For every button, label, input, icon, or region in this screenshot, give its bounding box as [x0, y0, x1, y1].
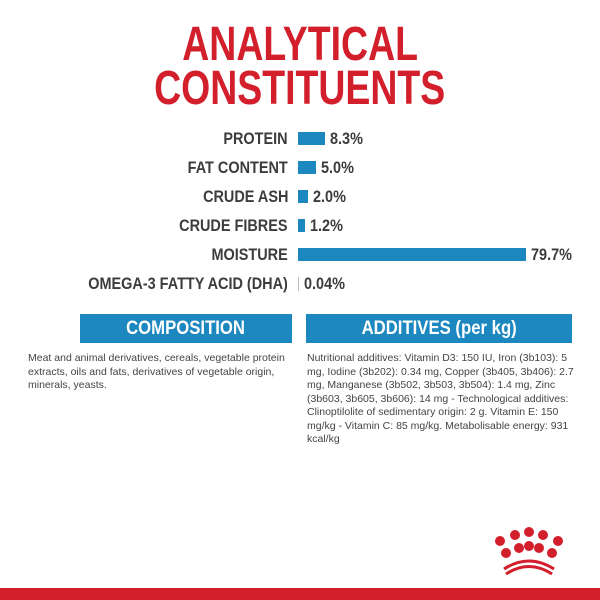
chart-row: OMEGA-3 FATTY ACID (DHA) 0.04% — [0, 272, 600, 296]
category-label: CRUDE FIBRES — [179, 216, 288, 235]
crown-icon — [495, 527, 563, 576]
chart-row: FAT CONTENT 5.0% — [0, 156, 600, 180]
title-line-2: CONSTITUENTS — [154, 62, 446, 115]
chart-row: PROTEIN 8.3% — [0, 127, 600, 151]
additives-text: Nutritional additives: Vitamin D3: 150 I… — [307, 352, 574, 445]
value-label: 79.7% — [531, 245, 572, 264]
bar — [298, 248, 526, 261]
chart-row: CRUDE FIBRES 1.2% — [0, 214, 600, 238]
additives-header: ADDITIVES (per kg) — [306, 314, 572, 343]
category-label: CRUDE ASH — [202, 187, 288, 206]
bar — [298, 132, 325, 145]
bar — [298, 161, 316, 174]
category-label: MOISTURE — [211, 245, 288, 264]
value-label: 2.0% — [313, 187, 346, 206]
chart-row: MOISTURE 79.7% — [0, 243, 600, 267]
composition-text: Meat and animal derivatives, cereals, ve… — [28, 352, 285, 391]
bottom-brand-bar — [0, 588, 600, 600]
bar — [298, 190, 308, 203]
category-label: PROTEIN — [223, 129, 288, 148]
value-label: 0.04% — [304, 274, 345, 293]
value-label: 5.0% — [321, 158, 354, 177]
composition-header: COMPOSITION — [80, 314, 292, 343]
bar — [298, 219, 305, 232]
title-line-1: ANALYTICAL — [182, 18, 418, 71]
value-label: 1.2% — [310, 216, 343, 235]
category-label: OMEGA-3 FATTY ACID (DHA) — [88, 274, 288, 293]
category-label: FAT CONTENT — [187, 158, 288, 177]
bar-mark — [298, 277, 299, 291]
value-label: 8.3% — [330, 129, 363, 148]
chart-row: CRUDE ASH 2.0% — [0, 185, 600, 209]
